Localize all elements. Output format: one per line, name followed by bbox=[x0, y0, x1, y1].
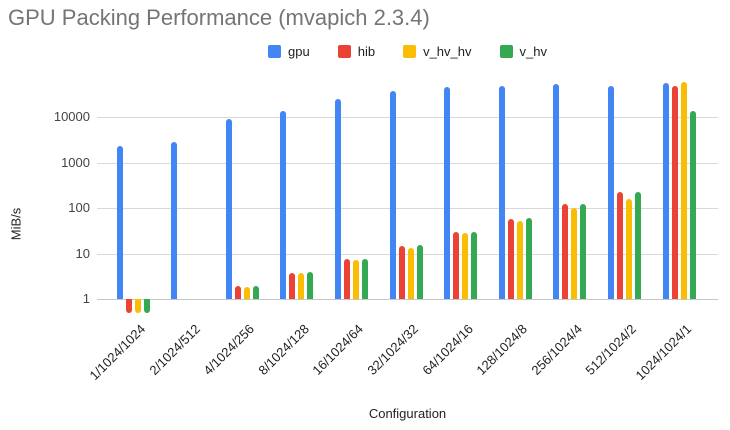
y-tick-label: 1 bbox=[82, 291, 90, 306]
bar-v_hv-8/1024/128[interactable] bbox=[307, 272, 314, 299]
bar-v_hv-16/1024/64[interactable] bbox=[361, 259, 368, 299]
legend: gpu hib v_hv_hv v_hv bbox=[97, 42, 718, 60]
gridline bbox=[97, 299, 718, 300]
bar-gpu-64/1024/16[interactable] bbox=[444, 87, 451, 299]
bar-hib-512/1024/2[interactable] bbox=[616, 191, 623, 299]
legend-item-gpu: gpu bbox=[268, 43, 310, 59]
legend-label: v_hv_hv bbox=[423, 43, 472, 59]
bar-v_hv_hv-128/1024/8[interactable] bbox=[516, 220, 523, 299]
plot-area bbox=[97, 75, 718, 315]
legend-swatch-gpu bbox=[268, 44, 282, 58]
bar-v_hv_hv-8/1024/128[interactable] bbox=[298, 272, 305, 299]
x-tick-label: 128/1024/8 bbox=[473, 321, 531, 378]
legend-item-v_hv_hv: v_hv_hv bbox=[403, 43, 472, 59]
x-axis-title: Configuration bbox=[368, 406, 447, 421]
x-tick-label: 256/1024/4 bbox=[528, 321, 585, 378]
x-tick-label: 16/1024/64 bbox=[309, 321, 367, 378]
x-tick-label: 4/1024/256 bbox=[200, 321, 258, 378]
bar-hib-64/1024/16[interactable] bbox=[453, 232, 460, 299]
bar-v_hv-1024/1024/1[interactable] bbox=[689, 110, 696, 299]
chart-title: GPU Packing Performance (mvapich 2.3.4) bbox=[8, 5, 430, 30]
bar-v_hv-4/1024/256[interactable] bbox=[252, 285, 259, 299]
x-tick-label: 1024/1024/1 bbox=[632, 321, 694, 384]
bar-v_hv-128/1024/8[interactable] bbox=[525, 218, 532, 299]
bar-v_hv_hv-512/1024/2[interactable] bbox=[625, 198, 632, 299]
legend-swatch-v_hv_hv bbox=[403, 44, 417, 58]
legend-swatch-hib bbox=[337, 44, 351, 58]
y-tick-label: 1000 bbox=[61, 154, 90, 170]
x-tick-label: 8/1024/128 bbox=[255, 321, 312, 378]
bar-v_hv_hv-16/1024/64[interactable] bbox=[352, 259, 359, 299]
bar-v_hv_hv-4/1024/256[interactable] bbox=[243, 286, 250, 299]
bar-hib-16/1024/64[interactable] bbox=[343, 259, 350, 299]
bar-v_hv-256/1024/4[interactable] bbox=[580, 204, 587, 299]
legend-label: gpu bbox=[288, 43, 310, 59]
y-tick-label: 100 bbox=[68, 200, 90, 215]
x-tick-label: 1/1024/1024 bbox=[86, 321, 148, 384]
bar-gpu-4/1024/256[interactable] bbox=[225, 119, 232, 299]
x-tick-label: 2/1024/512 bbox=[145, 321, 203, 378]
bar-hib-128/1024/8[interactable] bbox=[507, 218, 514, 299]
bar-hib-4/1024/256[interactable] bbox=[234, 286, 241, 299]
bar-gpu-1024/1024/1[interactable] bbox=[662, 82, 669, 299]
bar-hib-1/1024/1024[interactable] bbox=[125, 299, 132, 313]
bar-v_hv_hv-1024/1024/1[interactable] bbox=[680, 82, 687, 299]
bar-gpu-2/1024/512[interactable] bbox=[171, 142, 178, 299]
legend-label: v_hv bbox=[519, 43, 547, 59]
bar-gpu-256/1024/4[interactable] bbox=[553, 84, 560, 299]
bar-v_hv-512/1024/2[interactable] bbox=[634, 192, 641, 299]
gridline bbox=[97, 208, 718, 209]
legend-item-hib: hib bbox=[337, 43, 376, 59]
bar-hib-1024/1024/1[interactable] bbox=[671, 86, 678, 299]
bar-v_hv_hv-32/1024/32[interactable] bbox=[407, 247, 414, 299]
bar-gpu-512/1024/2[interactable] bbox=[607, 85, 614, 299]
x-tick-label: 512/1024/2 bbox=[582, 321, 640, 378]
bar-v_hv_hv-256/1024/4[interactable] bbox=[571, 208, 578, 299]
x-tick-label: 32/1024/32 bbox=[364, 321, 421, 378]
y-tick-label: 10000 bbox=[53, 109, 90, 124]
bar-gpu-8/1024/128[interactable] bbox=[280, 111, 287, 299]
bar-v_hv-1/1024/1024[interactable] bbox=[143, 299, 150, 313]
bar-gpu-1/1024/1024[interactable] bbox=[116, 146, 123, 299]
gridline bbox=[97, 117, 718, 118]
legend-swatch-v_hv bbox=[499, 44, 513, 58]
bar-v_hv-64/1024/16[interactable] bbox=[471, 231, 478, 299]
bar-hib-8/1024/128[interactable] bbox=[289, 272, 296, 299]
bar-hib-32/1024/32[interactable] bbox=[398, 246, 405, 299]
bar-gpu-16/1024/64[interactable] bbox=[334, 98, 341, 299]
bar-v_hv_hv-64/1024/16[interactable] bbox=[462, 233, 469, 299]
bar-gpu-128/1024/8[interactable] bbox=[498, 86, 505, 299]
legend-label: hib bbox=[357, 43, 376, 59]
y-tick-label: 10 bbox=[75, 245, 90, 261]
bar-v_hv_hv-1/1024/1024[interactable] bbox=[134, 299, 141, 313]
bar-hib-256/1024/4[interactable] bbox=[562, 204, 569, 299]
gridline bbox=[97, 162, 718, 164]
legend-item-v_hv: v_hv bbox=[499, 43, 547, 59]
x-tick-label: 64/1024/16 bbox=[418, 321, 476, 378]
bar-gpu-32/1024/32[interactable] bbox=[389, 90, 396, 299]
bar-v_hv-32/1024/32[interactable] bbox=[416, 245, 423, 299]
